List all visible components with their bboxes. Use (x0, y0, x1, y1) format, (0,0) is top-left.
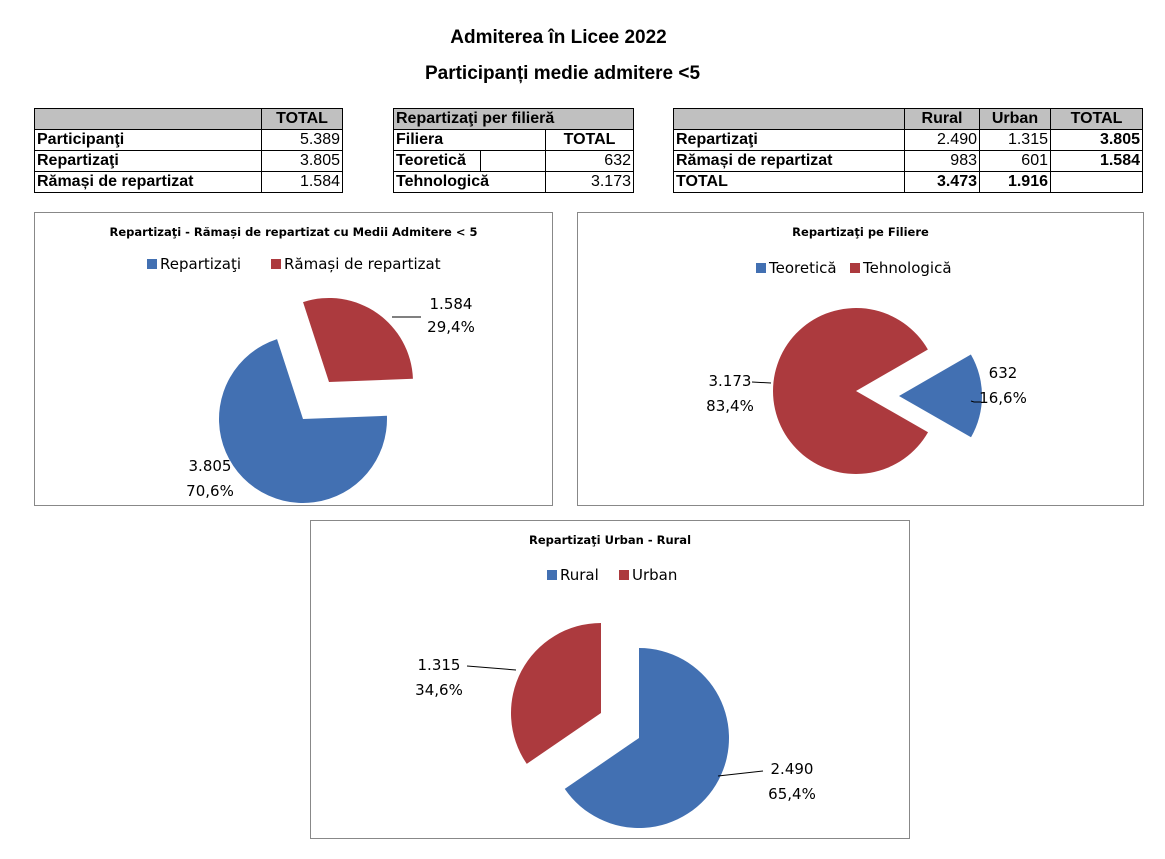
data-label-value: 3.173 (709, 372, 752, 390)
header-cell: TOTAL (261, 108, 343, 130)
legend-swatch (850, 263, 860, 273)
pie-chart-svg: Repartizaţi Urban - Rural Rural Urban 1.315… (415, 533, 816, 828)
legend-label: Teoretică (768, 259, 837, 277)
legend-label: Rămași de repartizat (284, 255, 441, 273)
data-label-value: 632 (989, 364, 1018, 382)
rural-value: 2.490 (904, 129, 980, 151)
table-row: Participanţi 5.389 (34, 129, 343, 151)
pie-slice-urban (511, 623, 601, 764)
row-value: 3.805 (261, 150, 343, 172)
pie-slice-tehnologică (773, 308, 929, 475)
table-title: Repartizaţi per filieră (393, 108, 634, 130)
legend-swatch (756, 263, 766, 273)
data-label-value: 1.315 (418, 656, 461, 674)
chart-title: Repartizaţi Urban - Rural (529, 533, 691, 547)
data-label-percent: 16,6% (979, 389, 1027, 407)
rural-value: 983 (904, 150, 980, 172)
data-label-percent: 65,4% (768, 785, 816, 803)
legend-swatch (147, 259, 157, 269)
row-label: TOTAL (673, 171, 905, 193)
table-row: TOTAL 3.473 1.916 (673, 171, 1143, 193)
empty-cell (480, 150, 546, 172)
pie-chart-svg: Repartizaţi - Rămași de repartizat cu Me… (110, 225, 478, 503)
table-row: Tehnologică 3.173 (393, 171, 634, 193)
header-cell: Rural (904, 108, 980, 130)
data-label-percent: 83,4% (706, 397, 754, 415)
data-label-percent: 34,6% (415, 681, 463, 699)
legend-swatch (271, 259, 281, 269)
row-value: 632 (545, 150, 634, 172)
header-cell: Filiera (393, 129, 546, 151)
data-label-percent: 29,4% (427, 318, 475, 336)
legend-swatch (547, 570, 557, 580)
table-row: Teoretică 632 (393, 150, 634, 172)
total-value: 3.805 (1050, 129, 1143, 151)
pie-slice-repartizaţi (219, 339, 387, 503)
row-label: Rămași de repartizat (673, 150, 905, 172)
pie-chart-svg: Repartizaţi pe Filiere Teoretică Tehnologi… (706, 225, 1027, 475)
totals-table: TOTAL Participanţi 5.389 Repartizaţi 3.8… (34, 108, 343, 193)
urban-value: 1.916 (979, 171, 1051, 193)
legend-swatch (619, 570, 629, 580)
chart-title: Repartizaţi - Rămași de repartizat cu Me… (110, 225, 478, 239)
row-value: 1.584 (261, 171, 343, 193)
row-label: Repartizaţi (673, 129, 905, 151)
legend-label: Urban (632, 566, 677, 584)
table-row: Repartizaţi 2.490 1.315 3.805 (673, 129, 1143, 151)
pie-slice-rămași-de-repartizat (303, 298, 413, 382)
table-header-row: TOTAL (34, 108, 343, 130)
row-value: 3.173 (545, 171, 634, 193)
total-value (1050, 171, 1143, 193)
leader-line (970, 400, 981, 403)
row-label: Repartizaţi (34, 150, 262, 172)
leader-line (751, 381, 772, 384)
table-row: Rămași de repartizat 983 601 1.584 (673, 150, 1143, 172)
table-row: Repartizaţi 3.805 (34, 150, 343, 172)
pie-slice-rural (564, 648, 729, 828)
table-header-row: Filiera TOTAL (393, 129, 634, 151)
header-cell (673, 108, 905, 130)
page-subtitle: Participanți medie admitere <5 (424, 63, 701, 84)
legend-label: Repartizaţi (160, 255, 241, 273)
row-label: Participanţi (34, 129, 262, 151)
header-cell: Urban (979, 108, 1051, 130)
data-label-value: 1.584 (430, 295, 473, 313)
legend-label: Tehnologică (862, 259, 952, 277)
data-label-percent: 70,6% (186, 482, 234, 500)
row-value: 5.389 (261, 129, 343, 151)
header-cell: TOTAL (1050, 108, 1143, 130)
leader-line (717, 770, 764, 777)
leader-line (466, 665, 517, 671)
table-title-row: Repartizaţi per filieră (393, 108, 634, 130)
page-title: Admiterea în Licee 2022 (450, 27, 667, 48)
mediu-table: Rural Urban TOTAL Repartizaţi 2.490 1.31… (673, 108, 1143, 193)
legend-label: Rural (560, 566, 599, 584)
filiera-table: Repartizaţi per filieră Filiera TOTAL Te… (393, 108, 634, 193)
data-label-value: 2.490 (771, 760, 814, 778)
pie-chart-urban-rural: Repartizaţi Urban - Rural Rural Urban 1.315… (310, 520, 910, 839)
table-row: Rămași de repartizat 1.584 (34, 171, 343, 193)
data-label-value: 3.805 (189, 457, 232, 475)
pie-chart-repartizati-ramasi: Repartizaţi - Rămași de repartizat cu Me… (34, 212, 553, 506)
table-header-row: Rural Urban TOTAL (673, 108, 1143, 130)
header-cell: TOTAL (545, 129, 634, 151)
row-label: Rămași de repartizat (34, 171, 262, 193)
pie-slice-teoretică (899, 354, 982, 438)
row-label: Tehnologică (393, 171, 546, 193)
rural-value: 3.473 (904, 171, 980, 193)
header-cell (34, 108, 262, 130)
pie-chart-filiere: Repartizaţi pe Filiere Teoretică Tehnologi… (577, 212, 1144, 506)
row-label: Teoretică (393, 150, 481, 172)
urban-value: 601 (979, 150, 1051, 172)
chart-title: Repartizaţi pe Filiere (792, 225, 929, 239)
total-value: 1.584 (1050, 150, 1143, 172)
urban-value: 1.315 (979, 129, 1051, 151)
